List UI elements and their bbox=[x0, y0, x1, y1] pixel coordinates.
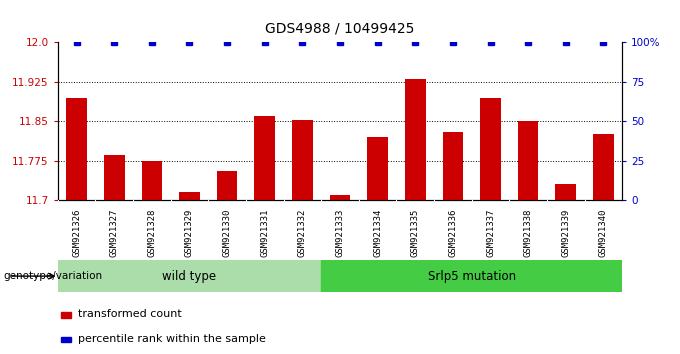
Bar bbox=[367, 137, 388, 200]
Bar bbox=[179, 192, 200, 200]
Bar bbox=[321, 260, 622, 292]
Text: GSM921327: GSM921327 bbox=[109, 209, 119, 257]
Text: genotype/variation: genotype/variation bbox=[3, 271, 103, 281]
Text: GSM921338: GSM921338 bbox=[524, 209, 532, 257]
Text: GSM921328: GSM921328 bbox=[148, 209, 156, 257]
Text: GSM921340: GSM921340 bbox=[599, 209, 608, 257]
Text: percentile rank within the sample: percentile rank within the sample bbox=[78, 334, 266, 344]
Text: GSM921330: GSM921330 bbox=[222, 209, 232, 257]
Bar bbox=[330, 195, 350, 200]
Bar bbox=[593, 135, 614, 200]
Bar bbox=[66, 98, 87, 200]
Text: GSM921329: GSM921329 bbox=[185, 209, 194, 257]
Bar bbox=[141, 161, 163, 200]
Bar bbox=[217, 171, 237, 200]
Text: Srlp5 mutation: Srlp5 mutation bbox=[428, 270, 515, 282]
Bar bbox=[61, 337, 71, 343]
Text: transformed count: transformed count bbox=[78, 309, 182, 319]
Text: wild type: wild type bbox=[163, 270, 216, 282]
Bar bbox=[254, 116, 275, 200]
Text: GDS4988 / 10499425: GDS4988 / 10499425 bbox=[265, 21, 415, 35]
Text: GSM921334: GSM921334 bbox=[373, 209, 382, 257]
Text: GSM921332: GSM921332 bbox=[298, 209, 307, 257]
Text: GSM921339: GSM921339 bbox=[561, 209, 571, 257]
Bar bbox=[61, 312, 71, 318]
Text: GSM921333: GSM921333 bbox=[335, 209, 345, 257]
Bar bbox=[443, 132, 463, 200]
Bar bbox=[556, 184, 576, 200]
Bar bbox=[405, 79, 426, 200]
Text: GSM921326: GSM921326 bbox=[72, 209, 81, 257]
Text: GSM921331: GSM921331 bbox=[260, 209, 269, 257]
Bar bbox=[58, 260, 321, 292]
Text: GSM921337: GSM921337 bbox=[486, 209, 495, 257]
Text: GSM921335: GSM921335 bbox=[411, 209, 420, 257]
Bar bbox=[292, 120, 313, 200]
Bar bbox=[517, 121, 539, 200]
Bar bbox=[480, 98, 501, 200]
Text: GSM921336: GSM921336 bbox=[448, 209, 458, 257]
Bar bbox=[104, 155, 124, 200]
